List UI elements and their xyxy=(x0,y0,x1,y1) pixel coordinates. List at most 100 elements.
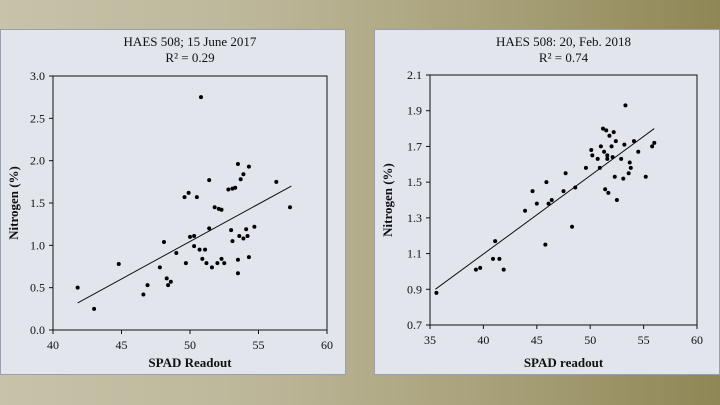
data-point xyxy=(157,265,162,270)
data-point xyxy=(252,224,257,229)
chart-panel-right: HAES 508: 20, Feb. 2018 R² = 0.74 35 40 45 50… xyxy=(374,29,720,375)
data-point xyxy=(207,178,212,183)
data-point xyxy=(546,201,551,206)
data-point xyxy=(570,224,575,229)
data-point xyxy=(561,189,566,194)
data-point xyxy=(612,174,617,179)
data-point xyxy=(141,292,146,297)
x-tick-label: 45 xyxy=(531,333,543,347)
y-tick-label: 3.0 xyxy=(30,69,45,83)
data-point xyxy=(174,250,179,255)
y-tick-label: 0.9 xyxy=(407,282,422,296)
y-tick-label: 1.7 xyxy=(407,139,422,153)
data-point xyxy=(613,139,618,144)
r-squared-label: R² = 0.74 xyxy=(539,50,589,65)
data-point xyxy=(182,195,187,200)
data-point xyxy=(534,201,539,206)
trendline xyxy=(435,128,655,290)
x-tick-label: 55 xyxy=(638,333,650,347)
data-point xyxy=(215,261,220,266)
y-tick-label: 0.5 xyxy=(30,281,45,295)
x-axis-title: SPAD readout xyxy=(524,355,604,370)
data-point xyxy=(207,226,212,231)
x-tick-label: 45 xyxy=(116,338,128,352)
plot-frame xyxy=(52,75,328,331)
data-point xyxy=(192,244,197,249)
data-point xyxy=(183,261,188,266)
y-tick-label: 1.5 xyxy=(407,175,422,189)
x-tick-label: 60 xyxy=(691,333,703,347)
data-point xyxy=(288,205,293,210)
y-tick-label: 2.5 xyxy=(30,111,45,125)
x-tick-label: 55 xyxy=(253,338,265,352)
data-point xyxy=(198,95,203,100)
data-point xyxy=(192,234,197,239)
data-point xyxy=(523,208,528,213)
data-point xyxy=(161,239,166,244)
data-point xyxy=(622,142,627,147)
data-point xyxy=(610,155,615,160)
x-tick-label: 40 xyxy=(47,338,59,352)
data-point xyxy=(233,185,238,190)
data-point xyxy=(589,148,594,152)
chart-panel-left: HAES 508; 15 June 2017 R² = 0.29 40 45 50 55 6… xyxy=(0,29,346,375)
data-point xyxy=(434,290,439,295)
x-tick-label: 40 xyxy=(477,333,489,347)
data-point xyxy=(241,172,246,177)
data-point xyxy=(628,165,633,170)
data-point xyxy=(203,247,208,252)
data-point xyxy=(219,207,224,212)
data-point xyxy=(501,267,506,272)
data-point xyxy=(606,190,611,195)
x-axis-title: SPAD Readout xyxy=(148,355,232,370)
y-tick-label: 2.1 xyxy=(407,68,422,82)
trendline xyxy=(77,185,292,304)
data-point xyxy=(611,130,616,135)
data-point xyxy=(650,144,655,149)
data-point xyxy=(235,271,240,276)
x-tick-label: 60 xyxy=(321,338,333,352)
data-point xyxy=(168,279,173,284)
data-point xyxy=(75,285,80,290)
data-point xyxy=(145,283,150,288)
y-tick-label: 0.0 xyxy=(30,323,45,337)
data-point xyxy=(238,177,243,182)
data-point xyxy=(200,256,205,261)
data-point xyxy=(590,153,595,158)
data-point xyxy=(230,239,235,244)
data-point xyxy=(204,261,209,266)
data-point xyxy=(614,198,619,202)
data-point xyxy=(473,267,478,272)
data-point xyxy=(226,187,231,192)
data-point xyxy=(598,144,603,149)
data-point xyxy=(626,171,631,176)
y-tick-label: 1.0 xyxy=(30,238,45,252)
data-point xyxy=(573,185,578,190)
data-point xyxy=(92,306,97,311)
data-point xyxy=(188,234,192,239)
data-point xyxy=(583,165,588,170)
data-point xyxy=(549,198,554,202)
data-point xyxy=(605,153,610,158)
data-point xyxy=(623,103,628,108)
y-tick-label: 2.0 xyxy=(30,154,45,168)
data-point xyxy=(241,236,246,241)
data-point xyxy=(597,165,602,170)
data-point xyxy=(497,256,502,261)
y-tick-label: 1.5 xyxy=(30,196,45,210)
data-point xyxy=(166,283,171,288)
data-point xyxy=(222,261,227,266)
data-point xyxy=(491,256,496,261)
data-point xyxy=(543,242,548,247)
data-point xyxy=(229,228,234,233)
data-point xyxy=(544,180,549,185)
data-point xyxy=(212,205,217,210)
data-point xyxy=(209,265,214,270)
y-tick-label: 1.3 xyxy=(407,211,422,225)
data-point xyxy=(636,149,641,154)
data-point xyxy=(621,176,626,181)
data-point xyxy=(604,128,609,133)
data-point xyxy=(194,195,199,200)
y-tick-label: 0.7 xyxy=(407,318,422,332)
